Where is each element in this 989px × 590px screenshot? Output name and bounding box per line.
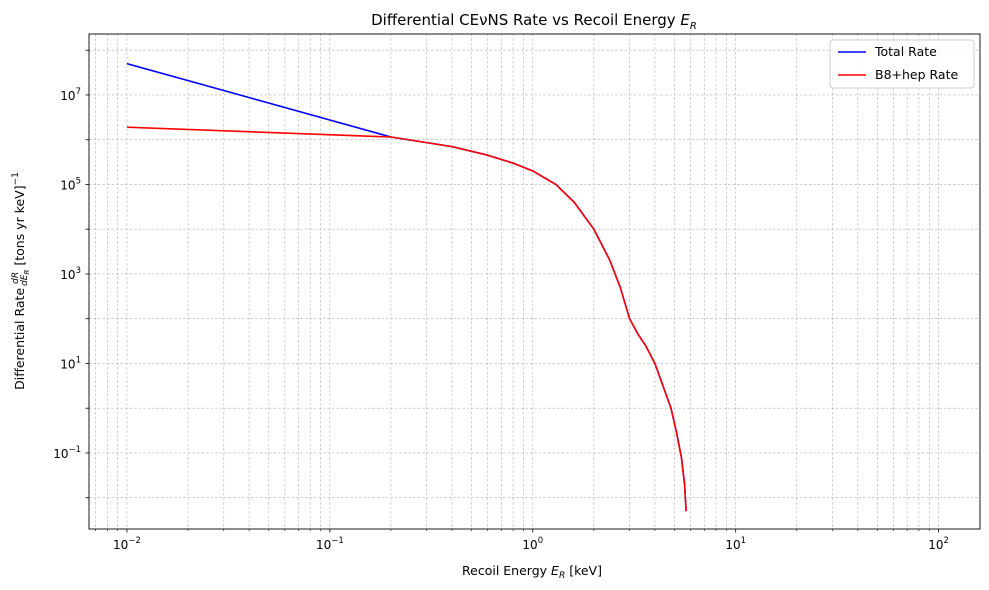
legend-label-b8-hep-rate: B8+hep Rate xyxy=(875,67,958,82)
legend: Total Rate B8+hep Rate xyxy=(829,39,975,89)
y-axis-ticks: 10−1 101 103 105 107 xyxy=(53,49,89,499)
chart-title: Differential CEνNS Rate vs Recoil Energy… xyxy=(371,11,697,32)
svg-text:Differential Rate dRdER [tons: Differential Rate dRdER [tons yr keV]−1 xyxy=(11,172,31,390)
series-line-b8-hep-rate xyxy=(126,126,687,512)
y-tick-label: 10−1 xyxy=(53,445,81,461)
y-tick-label: 105 xyxy=(60,176,81,192)
legend-label-total-rate: Total Rate xyxy=(874,44,937,59)
x-axis-label: Recoil Energy ER [keV] xyxy=(462,563,602,581)
y-tick-label: 107 xyxy=(60,87,81,103)
y-tick-label: 101 xyxy=(60,355,81,371)
x-axis-ticks: 10−2 10−1 100 101 102 xyxy=(113,529,949,552)
x-tick-label: 101 xyxy=(725,536,746,552)
x-tick-label: 102 xyxy=(928,536,949,552)
y-axis-label: Differential Rate dRdER [tons yr keV]−1 xyxy=(11,172,31,390)
grid xyxy=(89,34,980,529)
plot-frame xyxy=(88,33,981,530)
x-tick-label: 10−1 xyxy=(316,536,344,552)
series-layer xyxy=(126,62,687,512)
x-tick-label: 10−2 xyxy=(113,536,141,552)
x-tick-label: 100 xyxy=(522,536,543,552)
y-tick-label: 103 xyxy=(60,266,81,282)
